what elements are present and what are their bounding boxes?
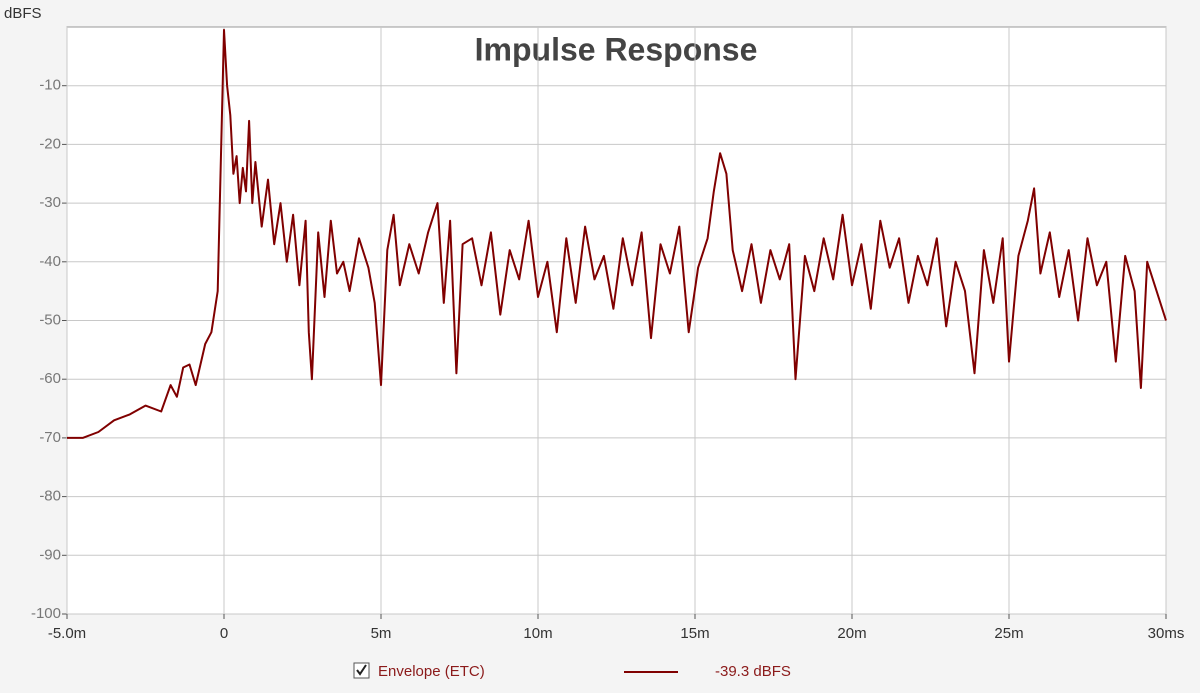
legend-label[interactable]: Envelope (ETC) xyxy=(378,663,485,680)
series-line xyxy=(67,28,1167,439)
y-tick-label: -30 xyxy=(39,194,61,211)
y-tick-label: -100 xyxy=(31,605,61,622)
y-tick-label: -10 xyxy=(39,77,61,94)
y-tick-label: -70 xyxy=(39,429,61,446)
y-tick-label: -90 xyxy=(39,546,61,563)
y-tick-label: -40 xyxy=(39,253,61,270)
chart-title: Impulse Response xyxy=(475,31,758,67)
y-tick-label: -50 xyxy=(39,311,61,328)
checkmark xyxy=(356,664,367,676)
y-tick-label: -60 xyxy=(39,370,61,387)
x-tick-label: 15m xyxy=(680,625,709,642)
x-tick-label: -5.0m xyxy=(48,625,86,642)
y-tick-label: -80 xyxy=(39,488,61,505)
x-tick-label: 30ms xyxy=(1148,625,1185,642)
y-tick-label: -20 xyxy=(39,135,61,152)
x-tick-label: 20m xyxy=(837,625,866,642)
x-tick-label: 5m xyxy=(371,625,392,642)
x-tick-label: 10m xyxy=(523,625,552,642)
legend-readout: -39.3 dBFS xyxy=(715,663,791,680)
x-tick-label: 0 xyxy=(220,625,228,642)
y-axis-label: dBFS xyxy=(4,5,42,22)
x-tick-label: 25m xyxy=(994,625,1023,642)
